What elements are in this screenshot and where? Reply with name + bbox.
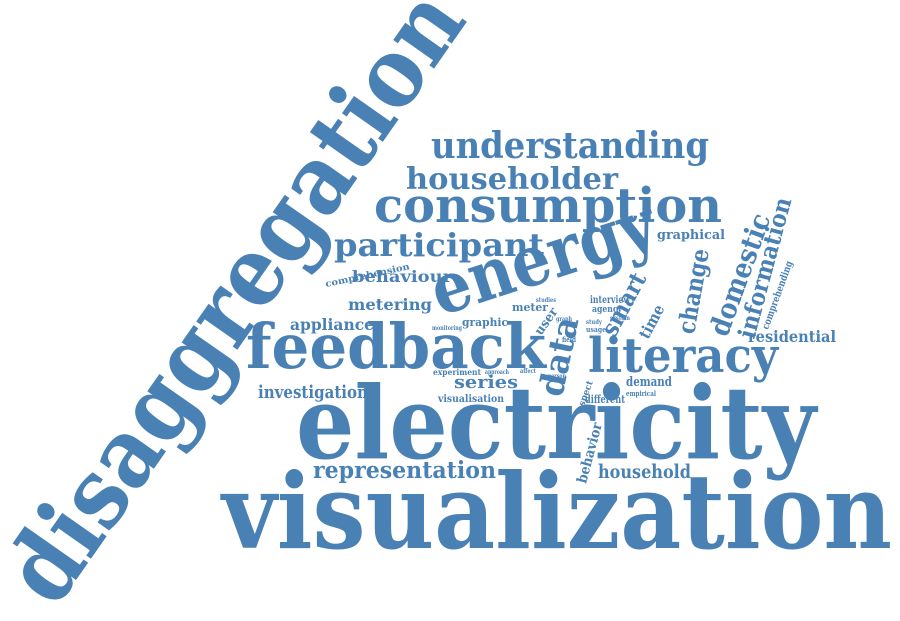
word-agency: agency [592,305,623,315]
word-visualization: visualization [220,450,892,573]
word-residential: residential [748,327,836,346]
word-representation: representation [313,457,496,484]
word-visualisation: visualisation [437,394,505,405]
word-study: study [586,319,602,326]
word-monitoring: monitoring [432,325,463,332]
word-understanding: understanding [431,125,709,167]
word-consumption: consumption [374,178,722,234]
word-literacy: literacy [588,328,780,384]
word-householder: householder [406,162,619,197]
word-empirical: empirical [626,389,656,398]
word-affect: affect [520,368,536,375]
word-metering: metering [348,295,432,314]
word-studies: studies [536,297,557,304]
word-investigation: investigation [258,382,368,403]
word-graph: graph [556,316,573,323]
word-demand: demand [626,375,672,390]
word-electricity: electricity [296,364,819,482]
word-experiment: experiment [433,367,481,377]
word-person: person [548,373,566,380]
word-behaviour: behaviour [352,267,453,286]
word-appliance: appliance [290,315,374,334]
word-different: different [585,393,626,406]
word-system: system [610,315,631,322]
word-graphical: graphical [657,228,725,243]
word-approach: approach [485,369,509,376]
word-meter: meter [512,301,548,314]
word-graphic: graphic [462,316,508,329]
word-participant: participant [334,226,544,264]
word-usage: usage [586,325,606,334]
word-household: household [598,461,691,483]
word-interview: interview [590,295,630,306]
word-series: series [454,372,518,393]
word-feedback: feedback [246,310,548,383]
word-field: field [562,335,576,344]
